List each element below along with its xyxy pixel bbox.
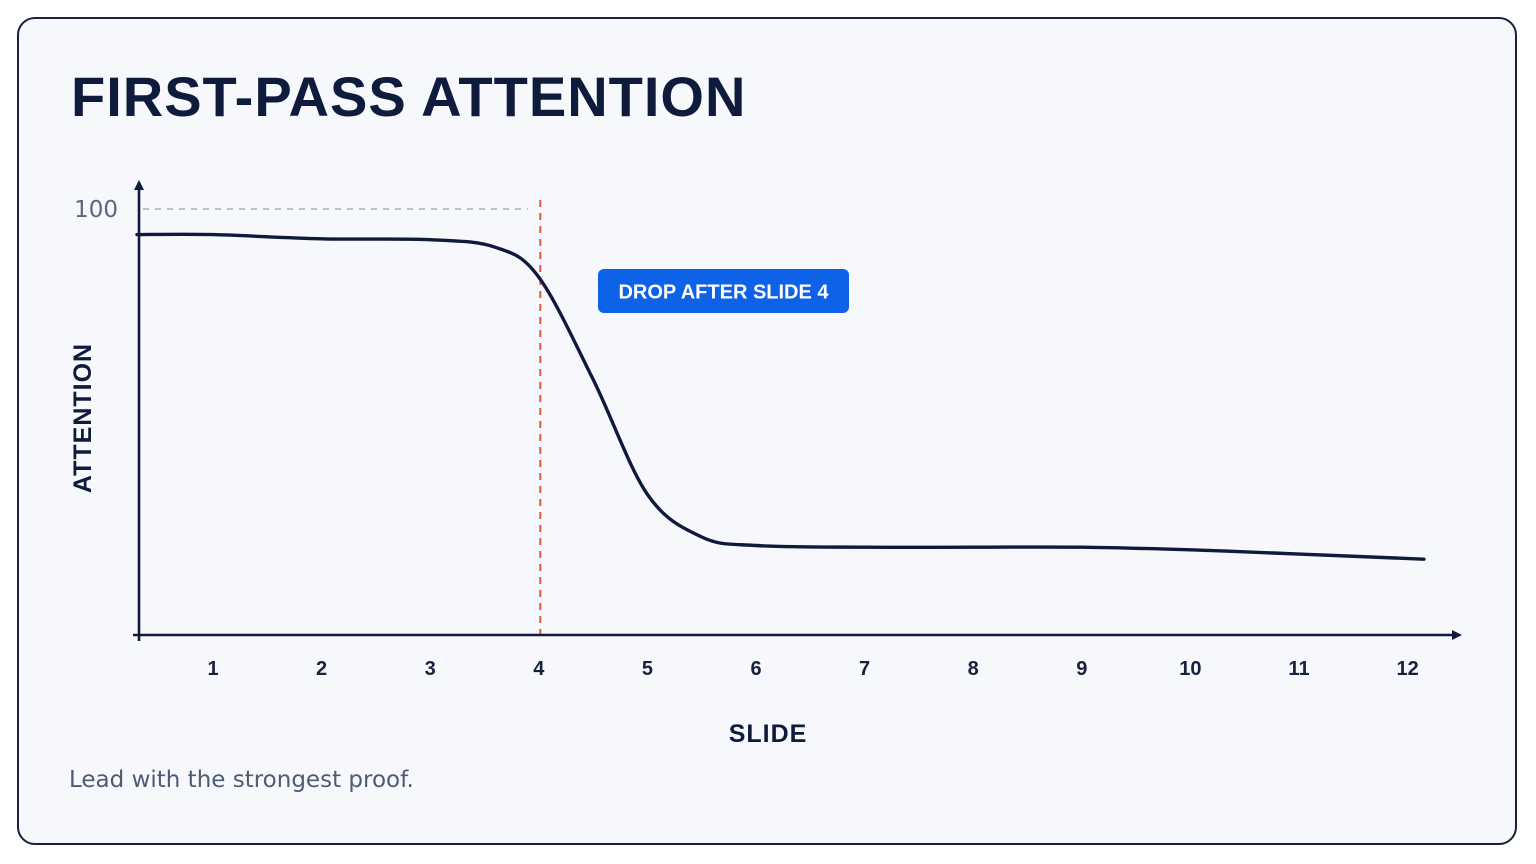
chart-card: FIRST-PASS ATTENTION Lead with the stron… xyxy=(17,17,1517,845)
x-tick-label: 10 xyxy=(1179,658,1201,680)
x-tick-label: 1 xyxy=(207,658,218,680)
x-tick-label: 12 xyxy=(1396,658,1418,680)
x-tick-label: 2 xyxy=(316,658,327,680)
drop-callout-badge xyxy=(598,269,849,313)
drop-callout-text: DROP AFTER SLIDE 4 xyxy=(618,282,829,304)
x-tick-label: 4 xyxy=(533,658,545,680)
x-tick-label: 5 xyxy=(642,658,653,680)
x-axis-title: SLIDE xyxy=(729,720,808,748)
chart-footnote: Lead with the strongest proof. xyxy=(69,767,414,793)
x-tick-label: 11 xyxy=(1288,658,1309,680)
x-tick-label: 6 xyxy=(750,658,761,680)
x-tick-label: 3 xyxy=(425,658,436,680)
x-tick-label: 7 xyxy=(859,658,870,680)
x-tick-label: 9 xyxy=(1076,658,1087,680)
y-tick-label: 100 xyxy=(74,197,118,223)
y-axis-title: ATTENTION xyxy=(69,343,97,493)
page-title: FIRST-PASS ATTENTION xyxy=(71,65,747,128)
attention-series-line xyxy=(135,232,1426,561)
x-tick-label: 8 xyxy=(968,658,979,680)
